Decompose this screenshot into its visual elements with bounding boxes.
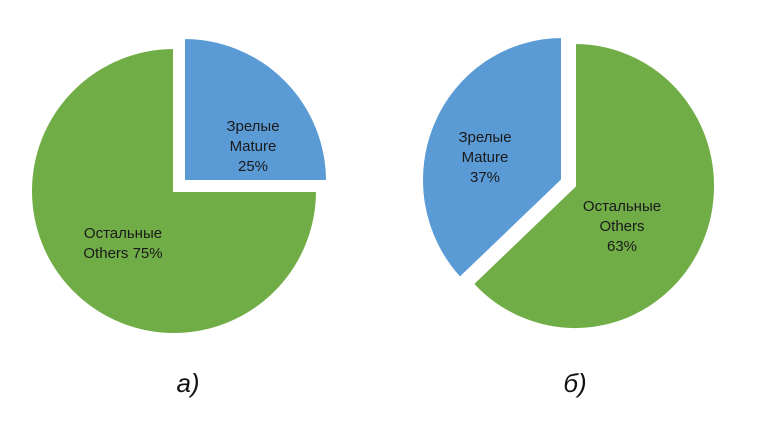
pie-0-label-others: Остальные [84,225,162,242]
pie-1-caption: б) [563,368,586,398]
pie-0-label-mature: 25% [238,158,268,175]
pie-1-slice-mature [421,35,563,280]
pie-0-slice-mature [183,36,329,182]
pie-1-slice-others [471,41,716,330]
pie-1-label-others: Others [599,218,644,235]
pie-0-caption: а) [176,368,199,398]
pie-1-label-mature: Mature [462,149,509,166]
pie-1-label-others: Остальные [583,198,661,215]
pie-0-label-mature: Зрелые [226,118,279,135]
pie-0-label-others: Others 75% [83,245,162,262]
pie-1-label-mature: 37% [470,169,500,186]
pie-1-label-mature: Зрелые [458,129,511,146]
pie-0-label-mature: Mature [230,138,277,155]
pie-1-label-others: 63% [607,238,637,255]
pie-0-slice-others [30,46,319,335]
